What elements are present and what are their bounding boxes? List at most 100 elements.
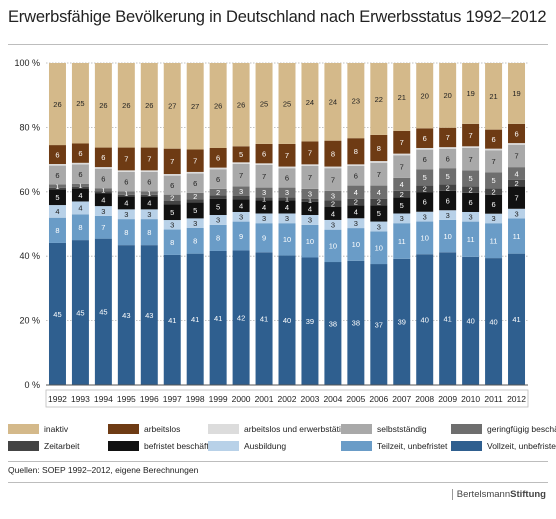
data-label: 4	[239, 201, 243, 210]
legend-label: geringfügig beschäftigt	[487, 424, 556, 434]
bar-segment	[324, 63, 342, 141]
bar-segment	[439, 147, 457, 149]
data-label: 10	[443, 232, 451, 241]
bar-segment	[255, 63, 273, 144]
bar-segment	[94, 206, 112, 216]
data-label: 40	[466, 317, 474, 326]
bar-segment	[71, 63, 89, 144]
bar-segment	[462, 256, 480, 385]
data-label: 4	[354, 208, 358, 217]
data-label: 43	[145, 311, 153, 320]
y-tick-label: 40 %	[19, 251, 40, 261]
bar-segment	[209, 250, 227, 385]
bar-segment	[48, 217, 66, 243]
data-label: 3	[101, 207, 105, 216]
bar-segment	[48, 63, 66, 146]
bar-segment	[393, 153, 411, 156]
data-label: 1	[101, 186, 105, 195]
data-label: 6	[491, 200, 495, 209]
data-label: 4	[147, 199, 151, 208]
data-label: 10	[375, 244, 383, 253]
data-label: 3	[262, 188, 266, 197]
bar-segment	[48, 164, 66, 166]
bar-segment	[140, 196, 158, 210]
x-tick-label: 1997	[163, 394, 182, 404]
data-label: 3	[147, 210, 151, 219]
bar-segment	[485, 223, 503, 259]
legend-divider	[8, 461, 548, 462]
bar-segment	[485, 194, 503, 214]
bar-segment	[416, 169, 434, 186]
bar-segment	[117, 209, 135, 220]
data-label: 41	[168, 316, 176, 325]
bar-segment	[370, 162, 388, 186]
data-label: 6	[170, 181, 174, 190]
bar-segment	[278, 63, 296, 144]
data-label: 7	[400, 162, 404, 171]
x-tick-label: 2007	[392, 394, 411, 404]
data-label: 5	[55, 193, 59, 202]
bar-segment	[255, 197, 273, 201]
data-label: 6	[423, 198, 427, 207]
bar-segment	[301, 165, 319, 189]
bar-segment	[209, 167, 227, 170]
legend-swatch	[451, 441, 482, 451]
data-label: 1	[124, 189, 128, 198]
data-label: 6	[124, 178, 128, 187]
bar-segment	[393, 63, 411, 131]
data-label: 5	[170, 208, 174, 217]
data-label: 2	[170, 194, 174, 203]
data-label: 39	[398, 318, 406, 327]
data-label: 5	[491, 176, 495, 185]
bar-segment	[439, 148, 457, 169]
data-label: 7	[262, 172, 266, 181]
bar-segment	[370, 198, 388, 206]
data-label: 5	[239, 150, 243, 159]
data-label: 6	[491, 135, 495, 144]
bar-segment	[163, 148, 181, 175]
data-label: 7	[514, 152, 518, 161]
bar-segment	[485, 129, 503, 149]
bar-segment	[117, 170, 135, 172]
y-tick-label: 100 %	[14, 58, 40, 68]
bar-segment	[140, 147, 158, 171]
data-label: 19	[512, 89, 520, 98]
data-label: 7	[491, 157, 495, 166]
data-label: 20	[443, 91, 451, 100]
bar-segment	[117, 63, 135, 148]
data-label: 7	[193, 157, 197, 166]
data-label: 40	[489, 317, 497, 326]
data-label: 22	[375, 95, 383, 104]
data-label: 10	[306, 237, 314, 246]
data-label: 6	[55, 171, 59, 180]
bar-segment	[301, 257, 319, 385]
data-label: 11	[490, 236, 498, 245]
data-label: 2	[423, 185, 427, 194]
bar-segment	[508, 63, 526, 124]
data-label: 3	[170, 221, 174, 230]
data-label: 26	[122, 101, 130, 110]
bar-segment	[278, 168, 296, 188]
data-label: 6	[216, 154, 220, 163]
data-label: 3	[446, 211, 450, 220]
bar-segment	[324, 262, 342, 385]
bar-segment	[117, 245, 135, 385]
bar-segment	[439, 184, 457, 191]
data-label: 7	[469, 155, 473, 164]
data-label: 3	[469, 213, 473, 222]
bar-segment	[232, 211, 250, 222]
bar-segment	[94, 191, 112, 194]
data-label: 8	[377, 144, 381, 153]
x-axis-label-frame	[45, 389, 529, 408]
bar-segment	[140, 245, 158, 385]
bar-segment	[186, 63, 204, 150]
bar-segment	[416, 63, 434, 129]
bar-segment	[163, 174, 181, 176]
data-label: 6	[55, 150, 59, 159]
bar-segment	[209, 147, 227, 168]
data-label: 2	[331, 200, 335, 209]
data-label: 7	[514, 193, 518, 202]
data-label: 6	[446, 196, 450, 205]
bar-segment	[485, 150, 503, 173]
data-label: 5	[377, 209, 381, 218]
